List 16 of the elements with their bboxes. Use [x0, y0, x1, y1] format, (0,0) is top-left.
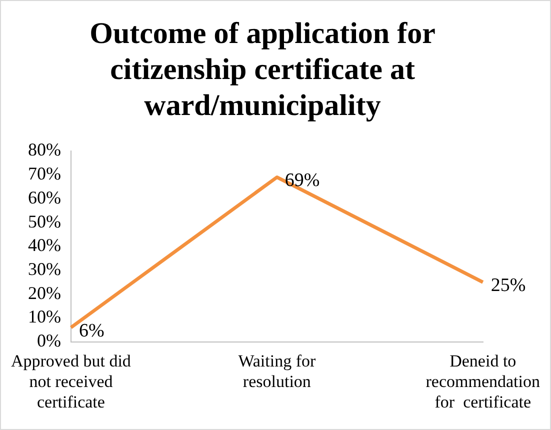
y-tick-label: 30%: [28, 258, 61, 279]
y-tick-label: 10%: [28, 306, 61, 327]
x-tick-label: Waiting for resolution: [238, 351, 316, 391]
y-tick-label: 20%: [28, 282, 61, 303]
data-label: 69%: [284, 170, 320, 192]
data-label: 25%: [490, 275, 526, 296]
y-tick-label: 60%: [28, 187, 61, 208]
chart-title: Outcome of application for citizenship certificate at ward/municipality: [90, 16, 436, 122]
x-tick-label: Deneid to recommendation for certificate: [426, 351, 540, 412]
y-tick-label: 40%: [28, 235, 61, 256]
y-tick-label: 70%: [28, 164, 61, 184]
y-tick-label: 80%: [28, 140, 61, 160]
data-label: 6%: [78, 320, 104, 342]
y-tick-label: 50%: [28, 211, 61, 232]
x-tick-label: Approved but did not received certificate: [10, 351, 132, 412]
y-tick-label: 0%: [36, 330, 61, 351]
